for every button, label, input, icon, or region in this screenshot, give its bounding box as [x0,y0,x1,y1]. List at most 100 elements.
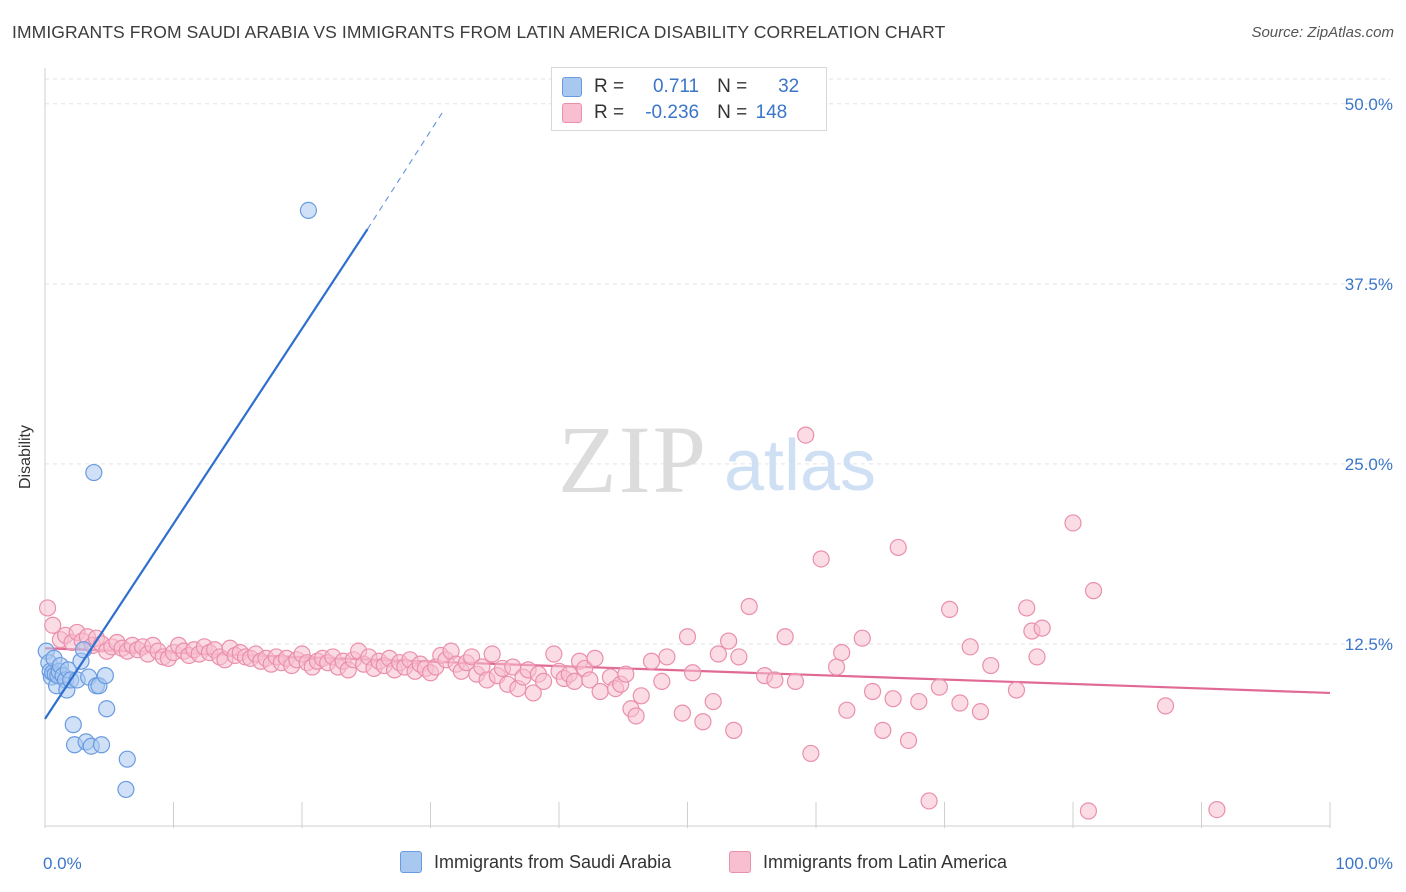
legend-row-latin: R = -0.236 N = 148 [552,100,787,126]
y-tick-label: 50.0% [1345,95,1393,114]
watermark-zip: ZIP [558,406,708,513]
y-tick-label: 25.0% [1345,455,1393,474]
point-latin [463,648,481,666]
point-latin [709,645,727,663]
point-latin [884,690,902,708]
point-latin [524,684,542,702]
point-latin [632,687,650,705]
grid-lines [45,78,1390,645]
point-latin [1033,619,1051,637]
point-saudi [92,736,111,754]
points-latin [38,426,1226,820]
point-saudi [85,463,103,482]
series-legend: Immigrants from Saudi Arabia Immigrants … [0,851,1406,877]
point-latin [720,632,738,650]
point-latin [982,656,1000,675]
x-tick-label: 0.0% [43,854,82,873]
point-latin [1156,697,1175,715]
series-legend-item-latin[interactable]: Immigrants from Latin America [729,851,1007,873]
point-latin [653,672,671,691]
legend-r-value: -0.236 [645,102,700,123]
legend-swatch-latin [562,103,582,123]
point-latin [1018,599,1036,617]
point-latin [889,538,907,557]
point-latin [961,638,979,656]
legend-n-value: 32 [778,76,800,97]
point-latin [1064,514,1082,532]
point-latin [910,692,928,711]
point-latin [1007,681,1026,699]
point-latin [812,550,830,568]
series-label-latin: Immigrants from Latin America [763,851,1008,872]
point-latin [658,648,676,666]
point-latin [627,707,645,725]
point-latin [874,721,892,739]
legend-n-value: 148 [755,102,788,123]
point-latin [1084,582,1103,600]
legend-n-label: N = [717,76,748,97]
point-latin [483,645,501,663]
point-latin [642,652,661,670]
chart-title: IMMIGRANTS FROM SAUDI ARABIA VS IMMIGRAN… [12,22,946,42]
point-latin [1079,802,1098,820]
point-saudi [74,641,93,659]
point-latin [1208,800,1226,819]
series-legend-item-saudi[interactable]: Immigrants from Saudi Arabia [400,851,671,873]
point-latin [853,629,871,647]
point-latin [899,731,918,750]
watermark: ZIP atlas [558,406,876,513]
legend-r-label: R = [594,102,625,123]
legend-n-label: N = [717,102,748,123]
series-swatch-saudi [400,851,422,873]
point-latin [930,678,948,696]
point-latin [766,671,784,689]
point-latin [827,658,846,676]
point-latin [694,713,712,731]
point-latin [673,704,691,722]
point-latin [534,672,553,691]
point-saudi [118,750,136,768]
trend-line-saudi-extension [367,110,444,230]
y-tick-label: 12.5% [1345,635,1393,654]
point-latin [678,628,697,646]
point-latin [586,649,604,667]
point-latin [740,597,758,616]
point-latin [863,682,882,701]
point-latin [617,665,635,683]
series-swatch-latin [729,851,751,873]
point-latin [833,643,851,662]
point-latin [1028,648,1046,666]
legend-r-value: 0.711 [652,76,700,97]
point-saudi [299,201,318,219]
point-latin [684,664,702,682]
point-latin [581,671,599,689]
point-latin [725,721,743,739]
source-label: Source: ZipAtlas.com [1251,24,1394,41]
point-saudi [98,700,116,718]
point-saudi [64,716,82,734]
point-latin [38,599,57,617]
point-saudi [117,780,135,799]
point-latin [565,672,584,691]
point-latin [545,645,563,663]
point-latin [941,600,959,618]
point-latin [704,692,722,711]
trend-saudi [44,110,444,720]
x-tick-label: 100.0% [1335,854,1393,873]
point-latin [44,616,62,634]
legend-swatch-saudi [562,77,582,97]
y-tick-label: 37.5% [1345,275,1393,294]
point-latin [786,672,805,691]
legend-r-label: R = [594,76,625,97]
point-latin [838,701,856,719]
points-saudi [37,201,318,799]
point-latin [776,628,794,646]
point-saudi [96,667,114,685]
point-latin [920,792,938,810]
legend-row-saudi: R = 0.711 N = 32 [552,74,799,100]
point-latin [591,682,609,701]
point-latin [802,744,820,763]
point-latin [730,648,748,666]
tick-labels: 12.5% 25.0% 37.5% 50.0% 0.0% 100.0% [43,95,1393,873]
